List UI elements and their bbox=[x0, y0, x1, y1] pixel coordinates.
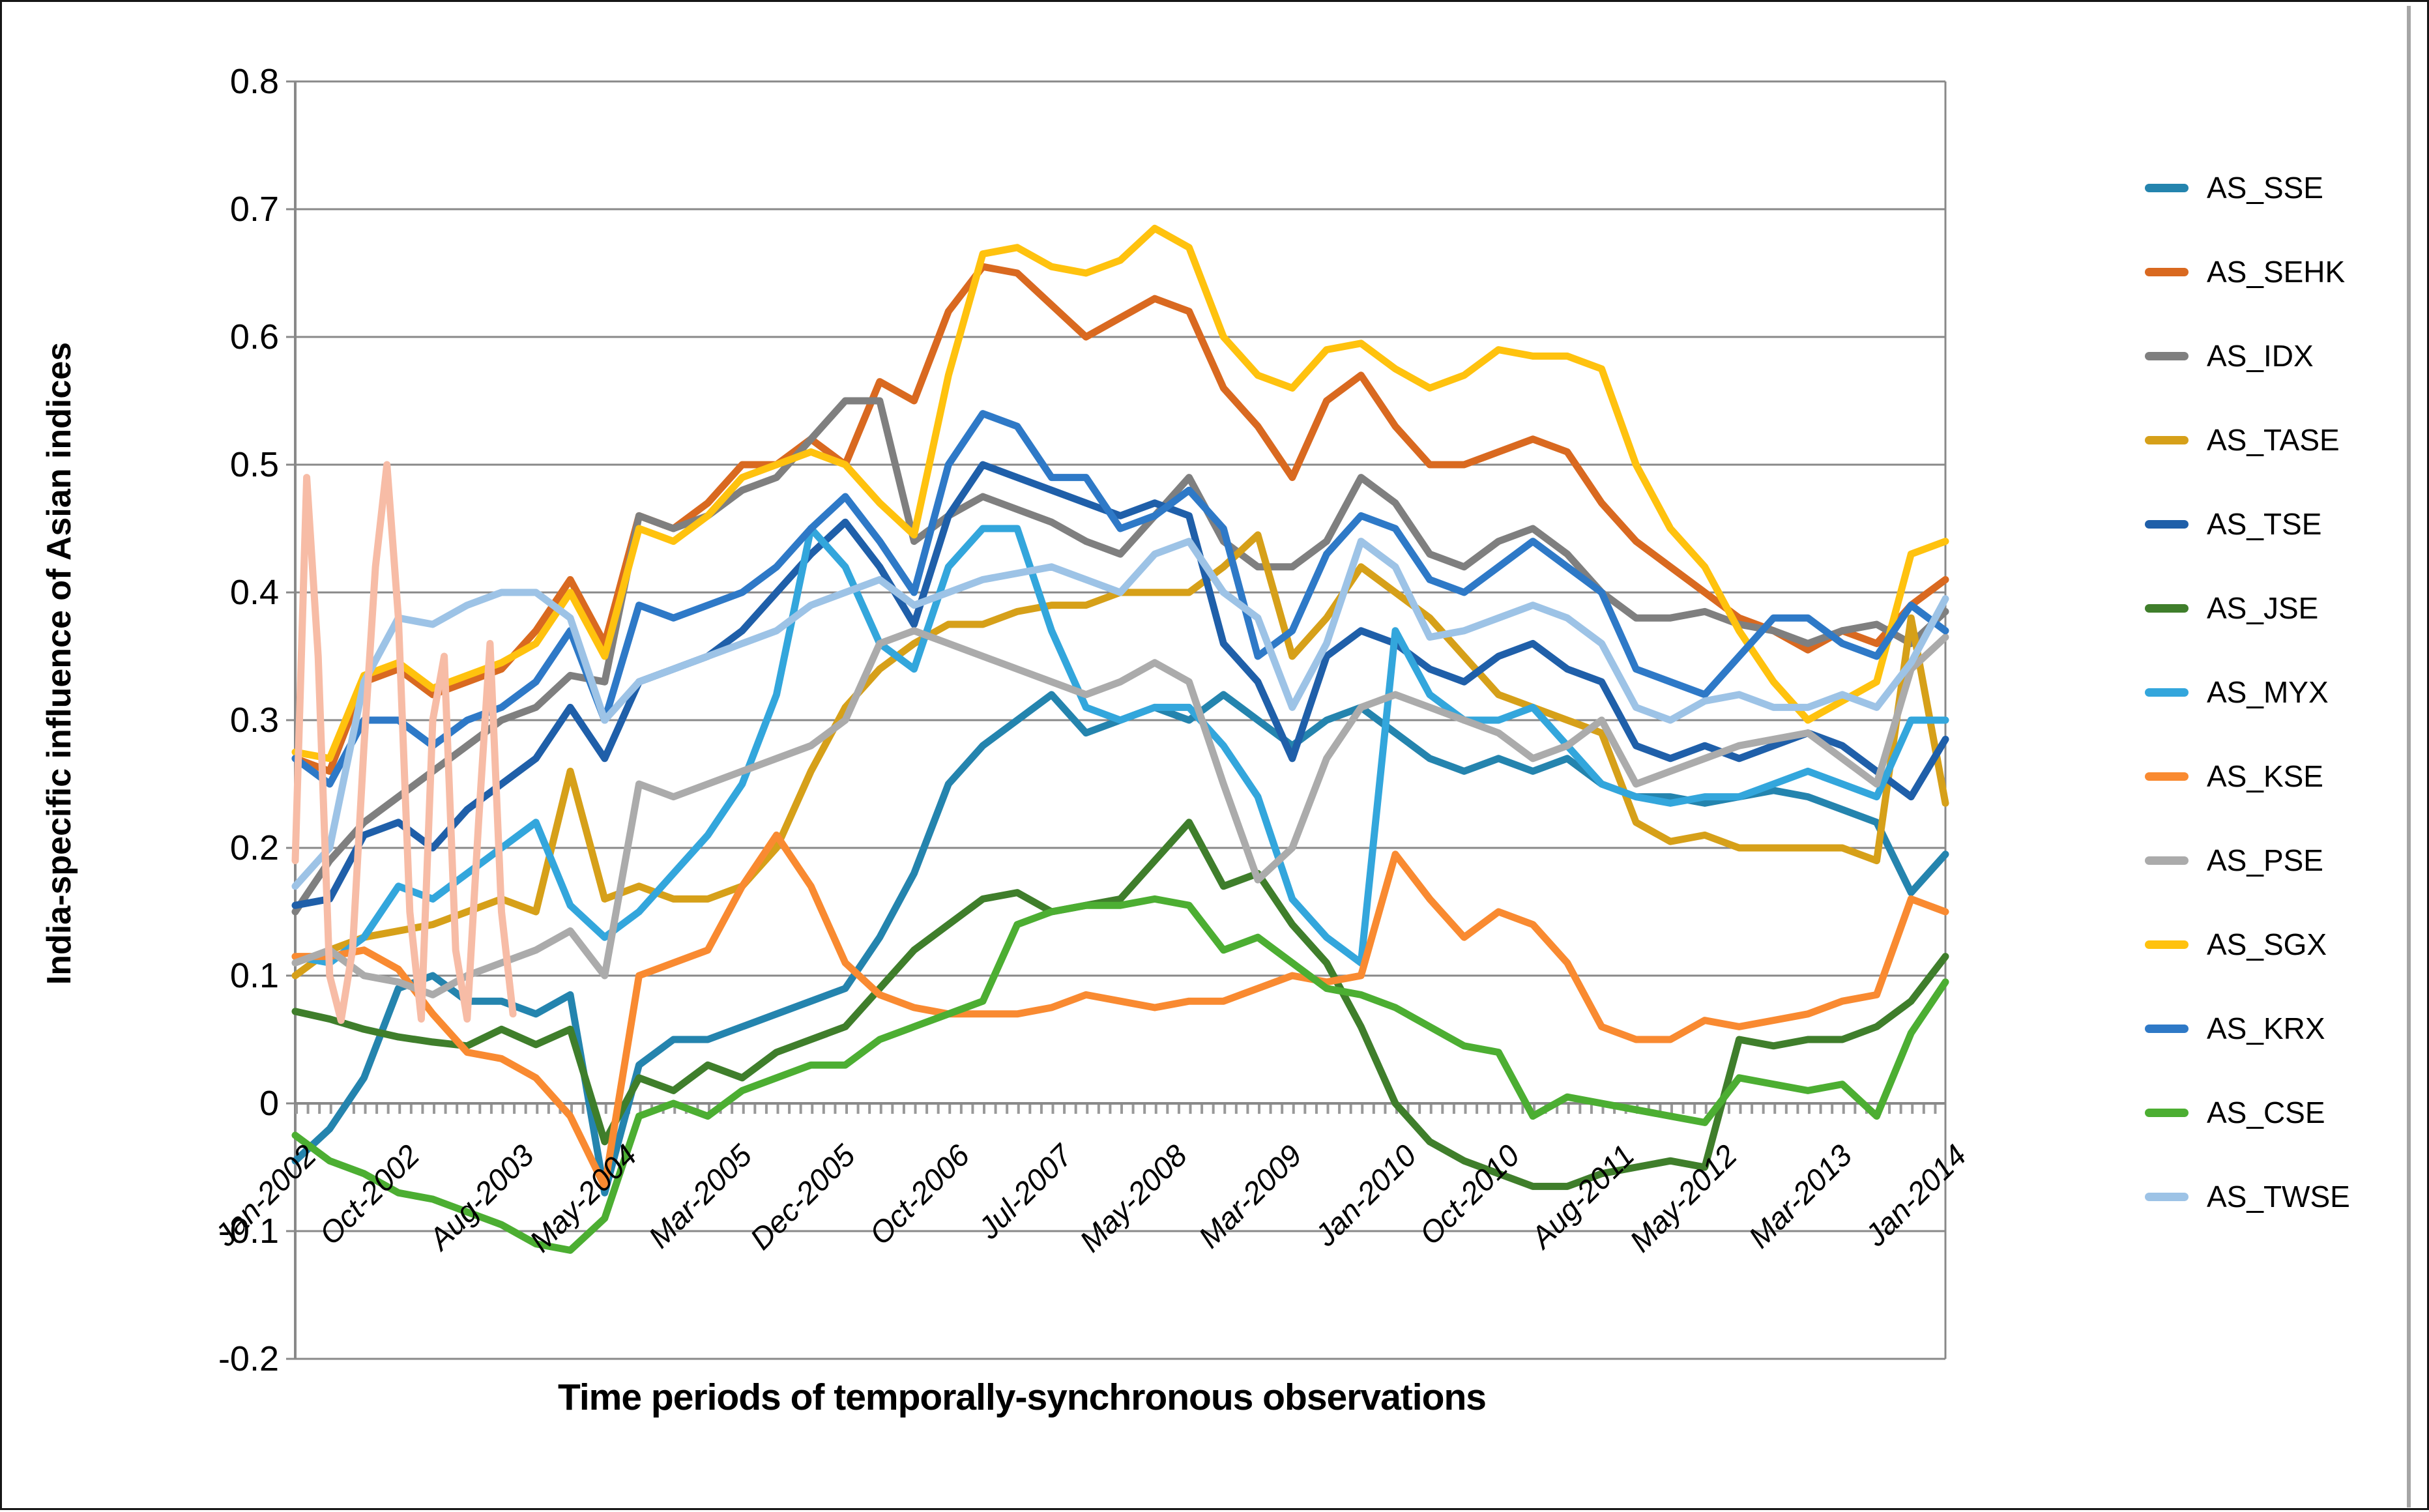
series-line-AS_KRX bbox=[291, 410, 1949, 788]
y-tick-label-0.7: 0.7 bbox=[229, 190, 279, 229]
x-axis-title: Time periods of temporally-synchronous o… bbox=[558, 1376, 1487, 1418]
y-tick-label-0.1: 0.1 bbox=[229, 956, 279, 995]
legend-item-AS_SEHK: AS_SEHK bbox=[2145, 252, 2345, 291]
legend-swatch-icon bbox=[2145, 519, 2189, 529]
legend-swatch-icon bbox=[2145, 351, 2189, 360]
legend-item-AS_IDX: AS_IDX bbox=[2145, 336, 2314, 375]
legend-swatch-icon bbox=[2145, 688, 2189, 697]
legend-item-AS_SGX: AS_SGX bbox=[2145, 925, 2327, 964]
legend-swatch-icon bbox=[2145, 772, 2189, 781]
legend-item-AS_SSE: AS_SSE bbox=[2145, 168, 2323, 207]
legend-swatch-icon bbox=[2145, 435, 2189, 444]
legend-swatch-icon bbox=[2145, 183, 2189, 192]
legend-swatch-icon bbox=[2145, 267, 2189, 276]
legend-swatch-icon bbox=[2145, 1108, 2189, 1117]
legend-swatch-icon bbox=[2145, 940, 2189, 949]
y-tick-label-0.3: 0.3 bbox=[229, 701, 279, 740]
legend-label: AS_TWSE bbox=[2207, 1180, 2350, 1214]
chart-right-border-line bbox=[2407, 6, 2411, 1507]
legend-label: AS_TASE bbox=[2207, 423, 2340, 457]
legend-item-AS_CSE: AS_CSE bbox=[2145, 1093, 2325, 1132]
y-tick-label--0.2: -0.2 bbox=[218, 1339, 279, 1378]
legend-label: AS_SGX bbox=[2207, 927, 2327, 961]
series-line-AS_SEHK bbox=[291, 263, 1949, 775]
legend-label: AS_IDX bbox=[2207, 339, 2314, 373]
y-tick-label-0.2: 0.2 bbox=[229, 828, 279, 867]
legend-label: AS_PSE bbox=[2207, 843, 2323, 877]
series-line-AS_SGX bbox=[291, 224, 1949, 763]
legend-label: AS_JSE bbox=[2207, 591, 2319, 625]
legend-swatch-icon bbox=[2145, 1192, 2189, 1201]
series-line-AS_TWSE bbox=[291, 538, 1949, 890]
series-line-AS_KSE bbox=[291, 831, 1949, 1190]
legend-item-AS_KRX: AS_KRX bbox=[2145, 1009, 2325, 1048]
series-line-AS_MYX bbox=[291, 525, 1949, 967]
legend-swatch-icon bbox=[2145, 1024, 2189, 1033]
legend-item-AS_KSE: AS_KSE bbox=[2145, 757, 2323, 796]
legend-label: AS_CSE bbox=[2207, 1096, 2325, 1129]
y-tick-label--0.1: -0.1 bbox=[218, 1212, 279, 1251]
legend-swatch-icon bbox=[2145, 603, 2189, 613]
y-tick-label-0: 0 bbox=[259, 1084, 279, 1123]
series-line-AS_TSE bbox=[291, 461, 1949, 909]
legend-label: AS_SSE bbox=[2207, 171, 2323, 205]
legend-label: AS_KRX bbox=[2207, 1011, 2325, 1045]
series-line-AS_IDX bbox=[291, 397, 1949, 916]
series-line-AS_CSE bbox=[291, 895, 1949, 1254]
series-line-AS_JSE bbox=[291, 819, 1949, 1190]
y-tick-label-0.4: 0.4 bbox=[229, 573, 279, 612]
legend-item-AS_PSE: AS_PSE bbox=[2145, 841, 2323, 880]
legend-label: AS_TSE bbox=[2207, 507, 2322, 541]
legend-label: AS_KSE bbox=[2207, 759, 2323, 793]
legend-item-AS_TSE: AS_TSE bbox=[2145, 504, 2321, 544]
y-axis-title: India-specific influence of Asian indice… bbox=[40, 342, 78, 985]
y-tick-label-0.6: 0.6 bbox=[229, 317, 279, 356]
legend-item-AS_MYX: AS_MYX bbox=[2145, 673, 2329, 712]
legend-label: AS_MYX bbox=[2207, 675, 2329, 709]
legend-item-AS_TASE: AS_TASE bbox=[2145, 420, 2340, 459]
y-tick-label-0.8: 0.8 bbox=[229, 62, 279, 101]
series-line-unlabeled_salmon_series bbox=[291, 461, 517, 1025]
legend-item-AS_TWSE: AS_TWSE bbox=[2145, 1177, 2350, 1216]
legend-swatch-icon bbox=[2145, 856, 2189, 865]
legend-item-AS_JSE: AS_JSE bbox=[2145, 589, 2318, 628]
legend-label: AS_SEHK bbox=[2207, 255, 2346, 289]
y-tick-label-0.5: 0.5 bbox=[229, 445, 279, 484]
series-line-AS_PSE bbox=[291, 627, 1949, 998]
